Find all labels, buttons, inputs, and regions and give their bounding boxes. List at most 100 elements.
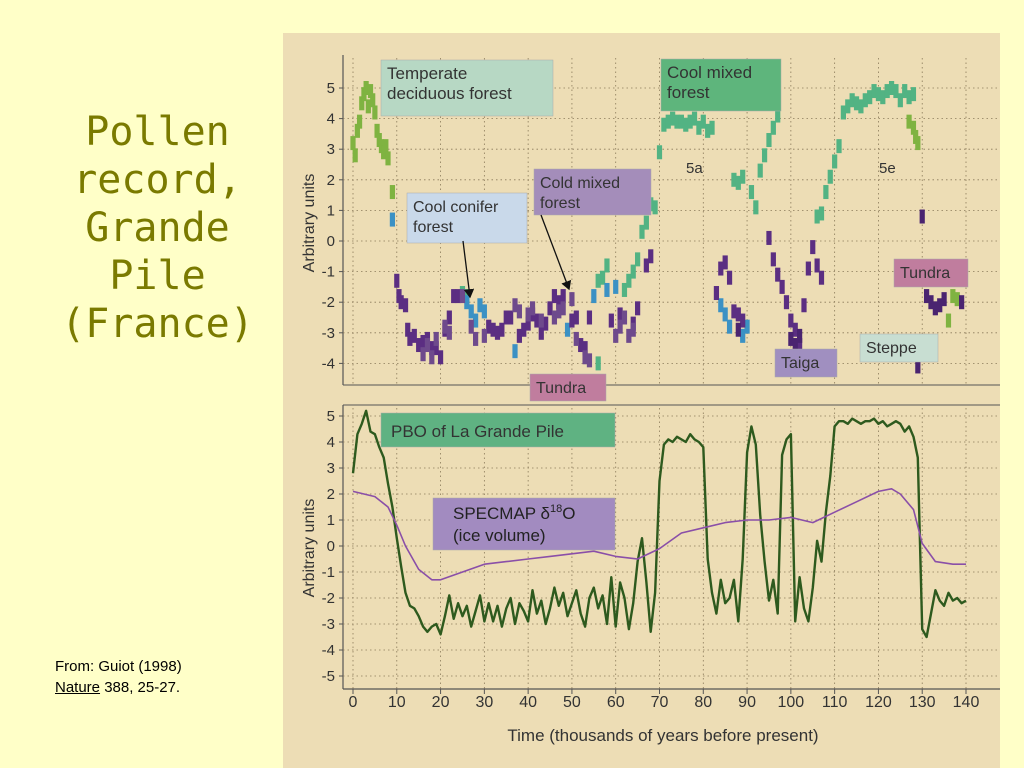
pollen-point-tundra-steppe (556, 304, 562, 319)
pollen-point-taiga (797, 328, 803, 343)
pollen-point-cold-mixed (534, 313, 540, 328)
pollen-point-cool-mixed (753, 200, 759, 215)
pollen-point-cold-mixed (486, 319, 492, 334)
pollen-point-tundra-steppe (613, 328, 619, 343)
top-y-tick-label: 3 (327, 141, 335, 158)
pollen-point-cold-mixed (494, 325, 501, 340)
x-axis-title: Time (thousands of years before present) (507, 726, 818, 745)
pollen-point-cool-mixed (823, 185, 829, 200)
pollen-point-cold-mixed (788, 313, 794, 328)
pollen-point-cool-conifer (464, 295, 470, 310)
pollen-point-temperate-deciduous (945, 313, 952, 328)
bottom-y-tick-label: 4 (327, 434, 335, 451)
title-line-1: Pollen (85, 109, 230, 155)
label-cool-mixed-forest-text: Cool mixed (667, 63, 752, 82)
label-cold-mixed-forest-text: forest (540, 195, 581, 212)
pollen-point-cool-mixed (814, 209, 820, 224)
pollen-point-tundra-steppe (626, 328, 632, 343)
pollen-point-cool-mixed (766, 133, 772, 148)
pollen-point-cold-mixed (783, 295, 790, 310)
legend-specmap-main: SPECMAP δ (453, 504, 550, 523)
pollen-point-taiga (937, 298, 943, 313)
pollen-point-tundra-steppe (429, 350, 435, 365)
pollen-point-temperate-deciduous (350, 136, 356, 151)
pollen-point-cool-mixed (906, 90, 912, 105)
x-tick-label: 80 (694, 694, 712, 711)
label-cool-conifer-forest-box (406, 192, 528, 244)
pollen-point-cold-mixed (405, 322, 411, 337)
x-tick-label: 20 (432, 694, 450, 711)
pollen-point-tundra-steppe (473, 331, 479, 346)
specmap-line (352, 488, 966, 581)
citation-journal: Nature (55, 679, 101, 696)
pollen-point-tundra-steppe (424, 338, 431, 353)
pollen-point-cold-mixed (437, 350, 444, 365)
label-taiga-text: Taiga (781, 355, 819, 372)
pollen-point-taiga (788, 331, 794, 346)
label-steppe-text: Steppe (866, 340, 917, 357)
bottom-y-tick-label: -2 (322, 590, 335, 607)
title-line-2: record, (73, 157, 242, 203)
pollen-point-cool-mixed (705, 123, 711, 138)
pollen-point-cool-conifer (389, 212, 396, 227)
pollen-point-temperate-deciduous (363, 81, 369, 95)
label-5a-text: 5a (686, 160, 703, 177)
pollen-point-taiga (959, 295, 965, 310)
pollen-point-cool-mixed (740, 169, 746, 184)
pollen-point-cool-mixed (700, 114, 706, 129)
top-y-tick-label: 1 (327, 202, 335, 219)
top-y-tick-label: 2 (327, 172, 335, 189)
figure-panel: -4 -3 -2 -1 0 1 2 3 4 5 -5 -4 -3 -2 -1 0 1 2 3 4 5 0 10 20 30 40 5… (283, 33, 1000, 768)
x-tick-label: 40 (519, 694, 537, 711)
pollen-point-tundra-steppe (617, 319, 623, 334)
pollen-point-cool-conifer (722, 307, 728, 322)
pollen-point-cold-mixed (521, 322, 527, 337)
pollen-point-cold-mixed (792, 322, 798, 337)
pollen-point-cool-conifer (564, 322, 571, 337)
pollen-point-cold-mixed (508, 310, 514, 325)
pollen-point-taiga (941, 292, 947, 307)
label-tundra-bottom-box (529, 373, 607, 402)
citation-volume-pages: 388, 25-27. (100, 679, 181, 696)
pollen-point-tundra-steppe (525, 307, 531, 322)
pollen-point-cool-mixed (709, 120, 715, 135)
pollen-point-cool-conifer (591, 289, 597, 304)
pollen-point-cool-mixed (595, 356, 601, 371)
x-tick-label: 70 (651, 694, 669, 711)
pollen-point-cold-mixed (586, 310, 593, 325)
pollen-point-cold-mixed (551, 289, 558, 304)
title-line-3: Grande (85, 205, 230, 251)
top-y-tick-label: -3 (322, 325, 335, 342)
pollen-point-cool-mixed (595, 273, 601, 288)
pollen-point-cool-mixed (867, 90, 873, 105)
pollen-point-cool-conifer (468, 304, 474, 319)
pollen-point-cool-mixed (626, 273, 632, 288)
pollen-point-cold-mixed (543, 316, 549, 331)
pollen-point-cold-mixed (735, 307, 741, 322)
pollen-point-cool-mixed (652, 200, 658, 215)
pollen-point-cold-mixed (801, 298, 807, 313)
top-y-tick-label: 4 (327, 111, 335, 128)
pollen-point-taiga (928, 295, 934, 310)
pollen-point-temperate-deciduous (354, 123, 360, 138)
pollen-point-tundra-steppe (586, 353, 593, 368)
pollen-point-temperate-deciduous (389, 185, 396, 200)
pollen-point-cold-mixed (429, 341, 435, 356)
pollen-point-cool-mixed (871, 84, 877, 99)
pollen-point-temperate-deciduous (910, 120, 917, 135)
pollen-point-temperate-deciduous (356, 114, 363, 129)
pollen-point-cool-mixed (770, 120, 776, 135)
top-y-tick-label: 5 (327, 80, 335, 97)
pollen-point-cool-mixed (910, 87, 917, 102)
pollen-point-tundra-steppe (459, 289, 466, 304)
x-tick-label: 110 (822, 694, 848, 711)
pollen-point-cool-mixed (836, 139, 842, 154)
pollen-point-cool-mixed (875, 87, 882, 102)
pollen-point-temperate-deciduous (950, 289, 956, 304)
legend-pbo-text: PBO of La Grande Pile (391, 422, 564, 441)
pollen-point-tundra-steppe (573, 331, 579, 346)
pollen-point-cold-mixed (420, 334, 426, 349)
pollen-point-temperate-deciduous (372, 105, 378, 120)
pollen-point-cold-mixed (810, 240, 816, 255)
pollen-point-temperate-deciduous (352, 148, 358, 163)
